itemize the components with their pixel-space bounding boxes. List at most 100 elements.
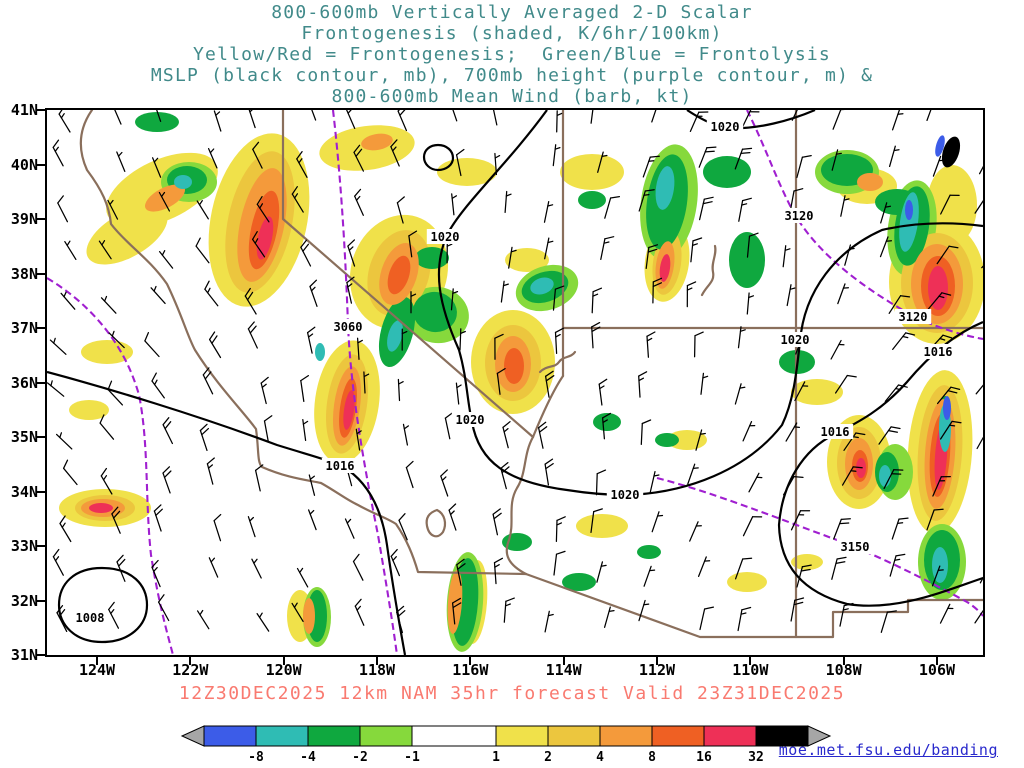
wind-barb-staff — [451, 193, 455, 216]
wind-barb-staff — [737, 326, 742, 349]
wind-barb-full — [164, 421, 172, 430]
wind-barb-staff — [398, 519, 408, 541]
state-border-path — [79, 110, 528, 576]
wind-barb-half — [646, 337, 653, 342]
shaded-region-bl — [935, 135, 945, 157]
height-contour — [656, 476, 983, 617]
shaded-region-gn — [703, 156, 751, 188]
wind-barb-full — [354, 598, 362, 607]
wind-barb-staff — [59, 522, 72, 543]
wind-barb-half — [160, 191, 166, 198]
wind-barb-staff — [974, 200, 983, 214]
contour-label: 1020 — [781, 333, 810, 347]
wind-barb-staff — [698, 147, 708, 168]
wind-barb-full — [246, 291, 254, 301]
wind-barb-staff — [397, 378, 401, 402]
wind-barb-half — [601, 154, 608, 158]
wind-barb-half — [547, 204, 554, 207]
wind-barb-staff — [843, 432, 857, 451]
wind-barb-full — [457, 563, 466, 570]
wind-barb-full — [155, 508, 163, 517]
wind-barb-full — [346, 276, 355, 284]
wind-barb-half — [347, 283, 353, 288]
wind-barb-full — [195, 237, 201, 247]
wind-barb-staff — [643, 565, 652, 587]
wind-barb-staff — [638, 599, 646, 622]
wind-barb-half — [441, 476, 447, 482]
wind-barb-full — [211, 335, 218, 344]
wind-barb-full — [537, 421, 547, 429]
wind-barb-staff — [153, 510, 162, 532]
shaded-region-y — [505, 248, 549, 272]
state-border-path — [538, 350, 577, 374]
shaded-region-gn — [655, 433, 679, 447]
wind-barb-half — [656, 514, 664, 517]
contour-labels: 1020 1020 1020 1020 1020 1016 1008 1016 1016 3060… — [71, 119, 957, 625]
colorbar-segment-yellow — [495, 725, 549, 747]
credit-link[interactable]: moe.met.fsu.edu/banding — [778, 741, 998, 759]
wind-barb-staff — [100, 475, 113, 495]
wind-barb-full — [905, 332, 916, 336]
wind-barb-full — [496, 367, 506, 375]
shaded-region-r — [343, 390, 355, 430]
lon-tick — [282, 657, 285, 665]
wind-barb-full — [260, 376, 269, 384]
wind-barb-half — [302, 420, 309, 425]
wind-barb-full — [692, 237, 703, 242]
wind-barb-staff — [543, 200, 550, 223]
wind-barb-staff — [975, 384, 983, 395]
colorbar-tick-label: 2 — [544, 750, 552, 765]
wind-barb-full — [108, 601, 115, 611]
wind-barb-half — [505, 193, 512, 197]
wind-barb-half — [643, 193, 650, 196]
wind-barb-full — [254, 464, 264, 472]
wind-barb-full — [793, 601, 804, 606]
wind-barb-half — [356, 430, 362, 435]
wind-barb-staff — [939, 603, 951, 624]
wind-barb-staff — [300, 246, 312, 267]
colorbar-tick-label: 1 — [492, 750, 500, 765]
wind-barb-full — [741, 606, 752, 611]
wind-barb-staff — [247, 516, 256, 538]
wind-barb-full — [897, 384, 908, 388]
wind-barb-full — [247, 321, 255, 330]
wind-barb-half — [894, 558, 901, 561]
height-contour — [331, 110, 399, 655]
shaded-region-ro — [504, 348, 524, 384]
wind-barb-full — [396, 196, 405, 204]
wind-barb-full — [162, 417, 170, 426]
state-border-path — [700, 244, 717, 297]
wind-barb-half — [600, 564, 607, 567]
wind-barb-half — [459, 330, 466, 335]
wind-barb-full — [256, 195, 263, 205]
wind-barb-half — [199, 609, 204, 616]
wind-barb-half — [410, 293, 417, 297]
wind-barb-staff — [47, 382, 65, 397]
wind-barb-staff — [158, 191, 171, 212]
wind-barb-staff — [195, 245, 210, 264]
wind-barb-staff — [296, 567, 309, 588]
wind-barb-staff — [355, 428, 361, 451]
wind-barb-half — [603, 241, 610, 244]
wind-barb-full — [886, 610, 897, 613]
wind-barb-full — [405, 460, 414, 469]
wind-barb-staff — [503, 600, 507, 623]
wind-barb-staff — [785, 422, 798, 442]
wind-barb-full — [163, 470, 172, 479]
shaded-region-t — [932, 547, 948, 583]
wind-barb-half — [307, 333, 314, 338]
shaded-region-y — [81, 340, 133, 364]
wind-barb-staff — [978, 165, 983, 175]
wind-barb-full — [144, 331, 150, 342]
wind-barb-half — [510, 249, 517, 253]
wind-barb-staff — [99, 422, 115, 440]
wind-barb-staff — [354, 605, 365, 626]
wind-barb-staff — [52, 146, 64, 167]
map-canvas: 1020 1020 1020 1020 1020 1016 1008 1016 1016 3060… — [47, 110, 983, 655]
shaded-region-y — [86, 205, 168, 265]
wind-barb-staff — [640, 422, 643, 446]
wind-barb-half — [895, 387, 902, 391]
wind-barb-staff — [927, 292, 943, 310]
wind-barb-full — [263, 415, 273, 422]
title-line-3: Yellow/Red = Frontogenesis; Green/Blue =… — [193, 44, 831, 65]
